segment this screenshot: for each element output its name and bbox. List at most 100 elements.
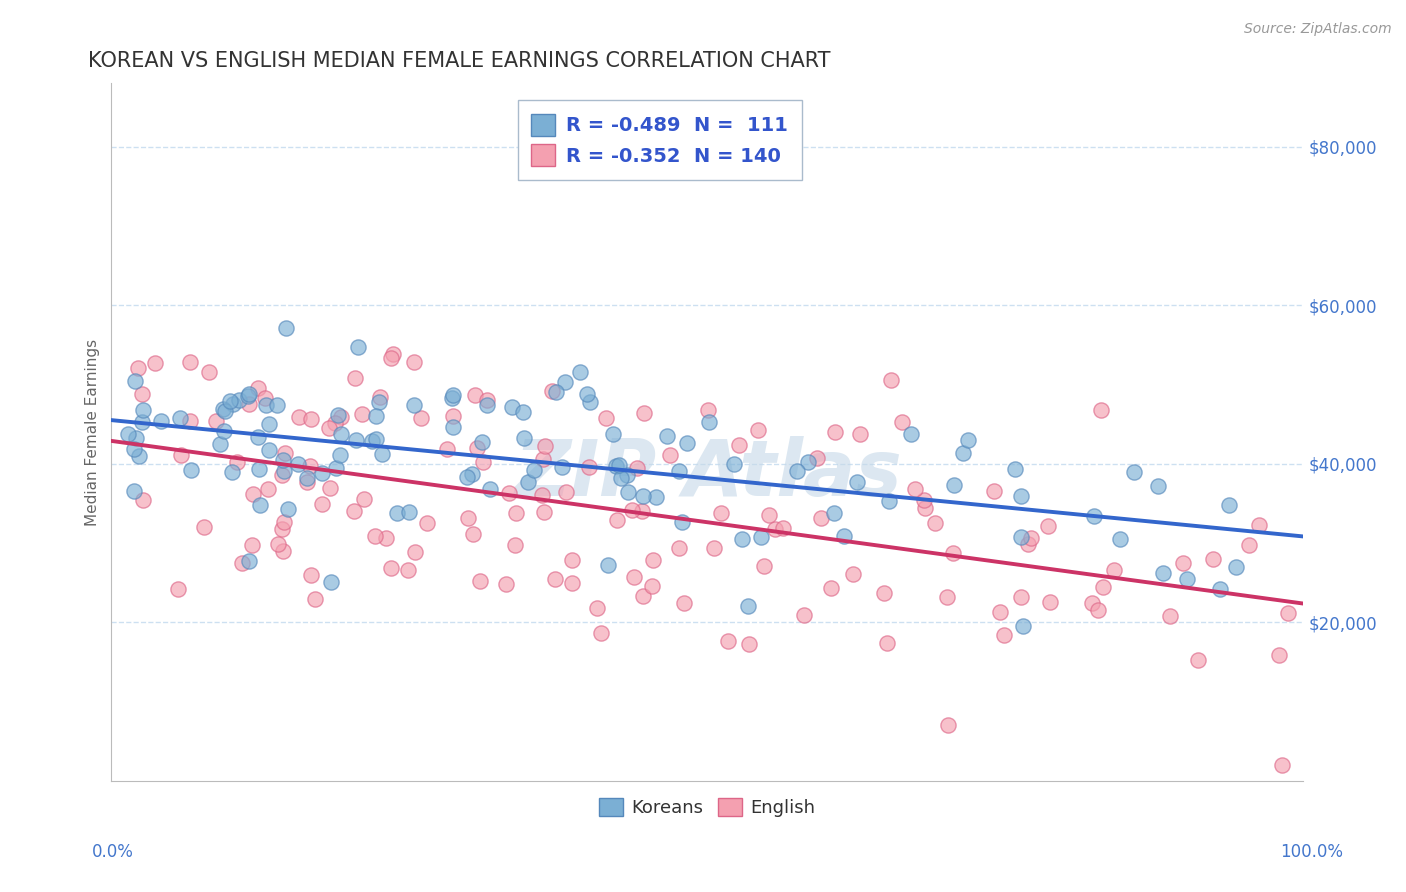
Point	[531, 451, 554, 466]
Point	[218, 394, 240, 409]
Point	[385, 506, 408, 520]
Point	[214, 404, 236, 418]
Point	[533, 505, 555, 519]
Point	[522, 463, 544, 477]
Point	[1109, 532, 1132, 546]
Point	[877, 494, 900, 508]
Point	[1159, 608, 1181, 623]
Point	[368, 390, 391, 404]
Point	[132, 492, 155, 507]
Point	[318, 421, 340, 435]
Point	[1277, 606, 1299, 620]
Point	[1090, 403, 1112, 417]
Point	[131, 387, 153, 401]
Point	[793, 608, 815, 623]
Point	[364, 432, 387, 446]
Point	[288, 410, 311, 425]
Point	[266, 398, 288, 412]
Point	[988, 605, 1011, 619]
Point	[198, 365, 221, 379]
Point	[891, 415, 914, 429]
Point	[128, 360, 150, 375]
Point	[319, 574, 342, 589]
Point	[249, 498, 271, 512]
Point	[211, 402, 233, 417]
Point	[914, 500, 936, 515]
Point	[209, 436, 232, 450]
Point	[436, 442, 458, 457]
Point	[242, 487, 264, 501]
Point	[1249, 517, 1271, 532]
Point	[411, 410, 433, 425]
Point	[247, 430, 270, 444]
Point	[380, 561, 402, 575]
Point	[1218, 499, 1240, 513]
Point	[1237, 538, 1260, 552]
Point	[193, 519, 215, 533]
Point	[671, 515, 693, 529]
Point	[311, 497, 333, 511]
Point	[304, 592, 326, 607]
Point	[1017, 537, 1039, 551]
Point	[131, 403, 153, 417]
Point	[957, 433, 980, 447]
Point	[579, 395, 602, 409]
Point	[298, 458, 321, 473]
Point	[834, 529, 856, 543]
Point	[1225, 559, 1247, 574]
Point	[495, 577, 517, 591]
Point	[1039, 595, 1062, 609]
Point	[912, 493, 935, 508]
Point	[551, 459, 574, 474]
Point	[616, 467, 638, 482]
Point	[343, 504, 366, 518]
Text: KOREAN VS ENGLISH MEDIAN FEMALE EARNINGS CORRELATION CHART: KOREAN VS ENGLISH MEDIAN FEMALE EARNINGS…	[87, 51, 830, 70]
Point	[145, 355, 167, 369]
Point	[1010, 530, 1032, 544]
Point	[540, 384, 562, 399]
Point	[117, 427, 139, 442]
Point	[569, 365, 592, 379]
Point	[238, 386, 260, 401]
Point	[170, 449, 193, 463]
Point	[179, 414, 201, 428]
Point	[737, 599, 759, 613]
Point	[842, 566, 865, 581]
Point	[606, 513, 628, 527]
Point	[823, 506, 845, 520]
Point	[150, 414, 173, 428]
Point	[607, 458, 630, 473]
Point	[471, 454, 494, 468]
Point	[347, 340, 370, 354]
Point	[124, 374, 146, 388]
Point	[273, 516, 295, 530]
Point	[205, 414, 228, 428]
Point	[257, 483, 280, 497]
Point	[668, 464, 690, 478]
Point	[575, 386, 598, 401]
Point	[544, 385, 567, 400]
Point	[1083, 509, 1105, 524]
Point	[1202, 551, 1225, 566]
Text: ZIP Atlas: ZIP Atlas	[513, 436, 901, 512]
Point	[846, 475, 869, 489]
Point	[465, 441, 488, 455]
Point	[699, 415, 721, 429]
Point	[1081, 597, 1104, 611]
Point	[880, 373, 903, 387]
Point	[655, 429, 678, 443]
Point	[595, 411, 617, 425]
Point	[271, 543, 294, 558]
Point	[364, 529, 387, 543]
Point	[561, 552, 583, 566]
Point	[212, 424, 235, 438]
Point	[772, 521, 794, 535]
Point	[382, 347, 405, 361]
Point	[1091, 580, 1114, 594]
Point	[443, 419, 465, 434]
Point	[180, 463, 202, 477]
Point	[1147, 479, 1170, 493]
Point	[589, 625, 612, 640]
Point	[440, 392, 463, 406]
Point	[477, 399, 499, 413]
